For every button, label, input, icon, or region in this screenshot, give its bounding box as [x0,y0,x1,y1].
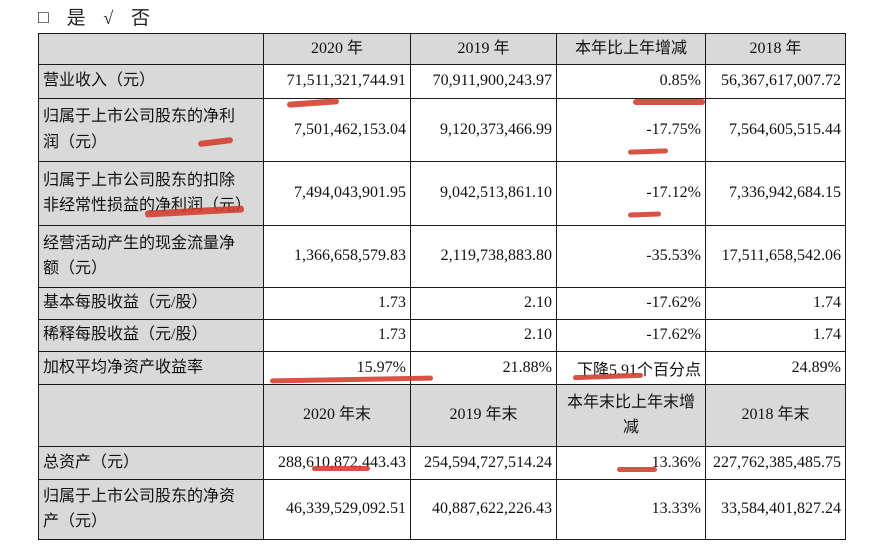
value-change: -35.53% [556,224,706,288]
row-label: 稀释每股收益（元/股） [38,318,264,352]
row-label: 经营活动产生的现金流量净 额（元） [38,224,264,288]
col-header-2018-end: 2018 年末 [705,383,846,447]
col-header-2018: 2018 年 [705,33,846,65]
value-2018: 1.74 [705,318,846,352]
header-empty-cell [38,383,264,447]
value-2020: 1,366,658,579.83 [263,224,411,288]
yes-label: 是 [66,8,86,29]
value-2019: 2.10 [410,318,557,352]
value-2019: 2,119,738,883.80 [410,224,557,288]
value-2018: 24.89% [705,350,846,385]
key-financials-table: 2020 年 2019 年 本年比上年增减 2018 年 营业收入（元） 71,… [38,33,846,540]
value-2020: 7,501,462,153.04 [263,97,411,162]
table-row-diluted-eps: 稀释每股收益（元/股） 1.73 2.10 -17.62% 1.74 [38,318,846,352]
header-row-year-end: 2020 年末 2019 年末 本年末比上年末增 减 2018 年末 [38,383,846,447]
col-header-2019: 2019 年 [410,33,557,65]
value-2020: 1.73 [263,318,411,352]
col-header-2019-end: 2019 年末 [410,383,557,447]
value-2020: 288,610,872,443.43 [263,445,411,480]
value-2018: 56,367,617,007.72 [705,63,846,99]
value-2018: 17,511,658,542.06 [705,224,846,288]
col-header-change: 本年比上年增减 [556,33,706,65]
header-row-annual: 2020 年 2019 年 本年比上年增减 2018 年 [38,33,846,65]
value-change: 13.36% [556,445,706,480]
value-2019: 9,042,513,861.10 [410,160,557,226]
value-change: 0.85% [556,63,706,99]
value-2018: 33,584,401,827.24 [705,478,846,540]
checkbox-unchecked-icon: □ [38,7,49,27]
value-2019: 2.10 [410,286,557,320]
table-row-net-profit: 归属于上市公司股东的净利 润（元） 7,501,462,153.04 9,120… [38,97,846,162]
value-2018: 7,336,942,684.15 [705,160,846,226]
table-row-net-assets: 归属于上市公司股东的净资 产（元） 46,339,529,092.51 40,8… [38,478,846,540]
value-2019: 40,887,622,226.43 [410,478,557,540]
table-row-revenue: 营业收入（元） 71,511,321,744.91 70,911,900,243… [38,63,846,99]
checkmark-icon: √ [103,8,114,28]
value-2018: 1.74 [705,286,846,320]
yes-no-selector: □ 是 √ 否 [38,3,163,30]
row-label: 总资产（元） [38,445,264,480]
value-change: -17.62% [556,286,706,320]
value-change: -17.12% [556,160,706,226]
col-header-2020-end: 2020 年末 [263,383,411,447]
table-row-basic-eps: 基本每股收益（元/股） 1.73 2.10 -17.62% 1.74 [38,286,846,320]
header-empty-cell [38,33,264,65]
row-label: 基本每股收益（元/股） [38,286,264,320]
value-2020: 15.97% [263,350,411,385]
value-change: 下降5.91个百分点 [556,350,706,385]
table-row-operating-cash-flow: 经营活动产生的现金流量净 额（元） 1,366,658,579.83 2,119… [38,224,846,288]
value-2019: 21.88% [410,350,557,385]
table-row-total-assets: 总资产（元） 288,610,872,443.43 254,594,727,51… [38,445,846,480]
value-2019: 254,594,727,514.24 [410,445,557,480]
value-change: 13.33% [556,478,706,540]
value-2020: 1.73 [263,286,411,320]
value-2020: 71,511,321,744.91 [263,63,411,99]
value-2020: 7,494,043,901.95 [263,160,411,226]
col-header-change-end: 本年末比上年末增 减 [556,383,706,447]
value-2020: 46,339,529,092.51 [263,478,411,540]
row-label: 营业收入（元） [38,63,264,99]
value-2018: 7,564,605,515.44 [705,97,846,162]
value-change: -17.62% [556,318,706,352]
value-2019: 9,120,373,466.99 [410,97,557,162]
row-label: 归属于上市公司股东的扣除 非经常性损益的净利润（元） [38,160,264,226]
value-change: -17.75% [556,97,706,162]
value-2019: 70,911,900,243.97 [410,63,557,99]
col-header-2020: 2020 年 [263,33,411,65]
row-label: 归属于上市公司股东的净资 产（元） [38,478,264,540]
value-2018: 227,762,385,485.75 [705,445,846,480]
row-label: 加权平均净资产收益率 [38,350,264,385]
table-row-net-profit-excl-nonrecurring: 归属于上市公司股东的扣除 非经常性损益的净利润（元） 7,494,043,901… [38,160,846,226]
row-label: 归属于上市公司股东的净利 润（元） [38,97,264,162]
no-label: 否 [131,8,151,29]
table-row-weighted-avg-roe: 加权平均净资产收益率 15.97% 21.88% 下降5.91个百分点 24.8… [38,350,846,385]
